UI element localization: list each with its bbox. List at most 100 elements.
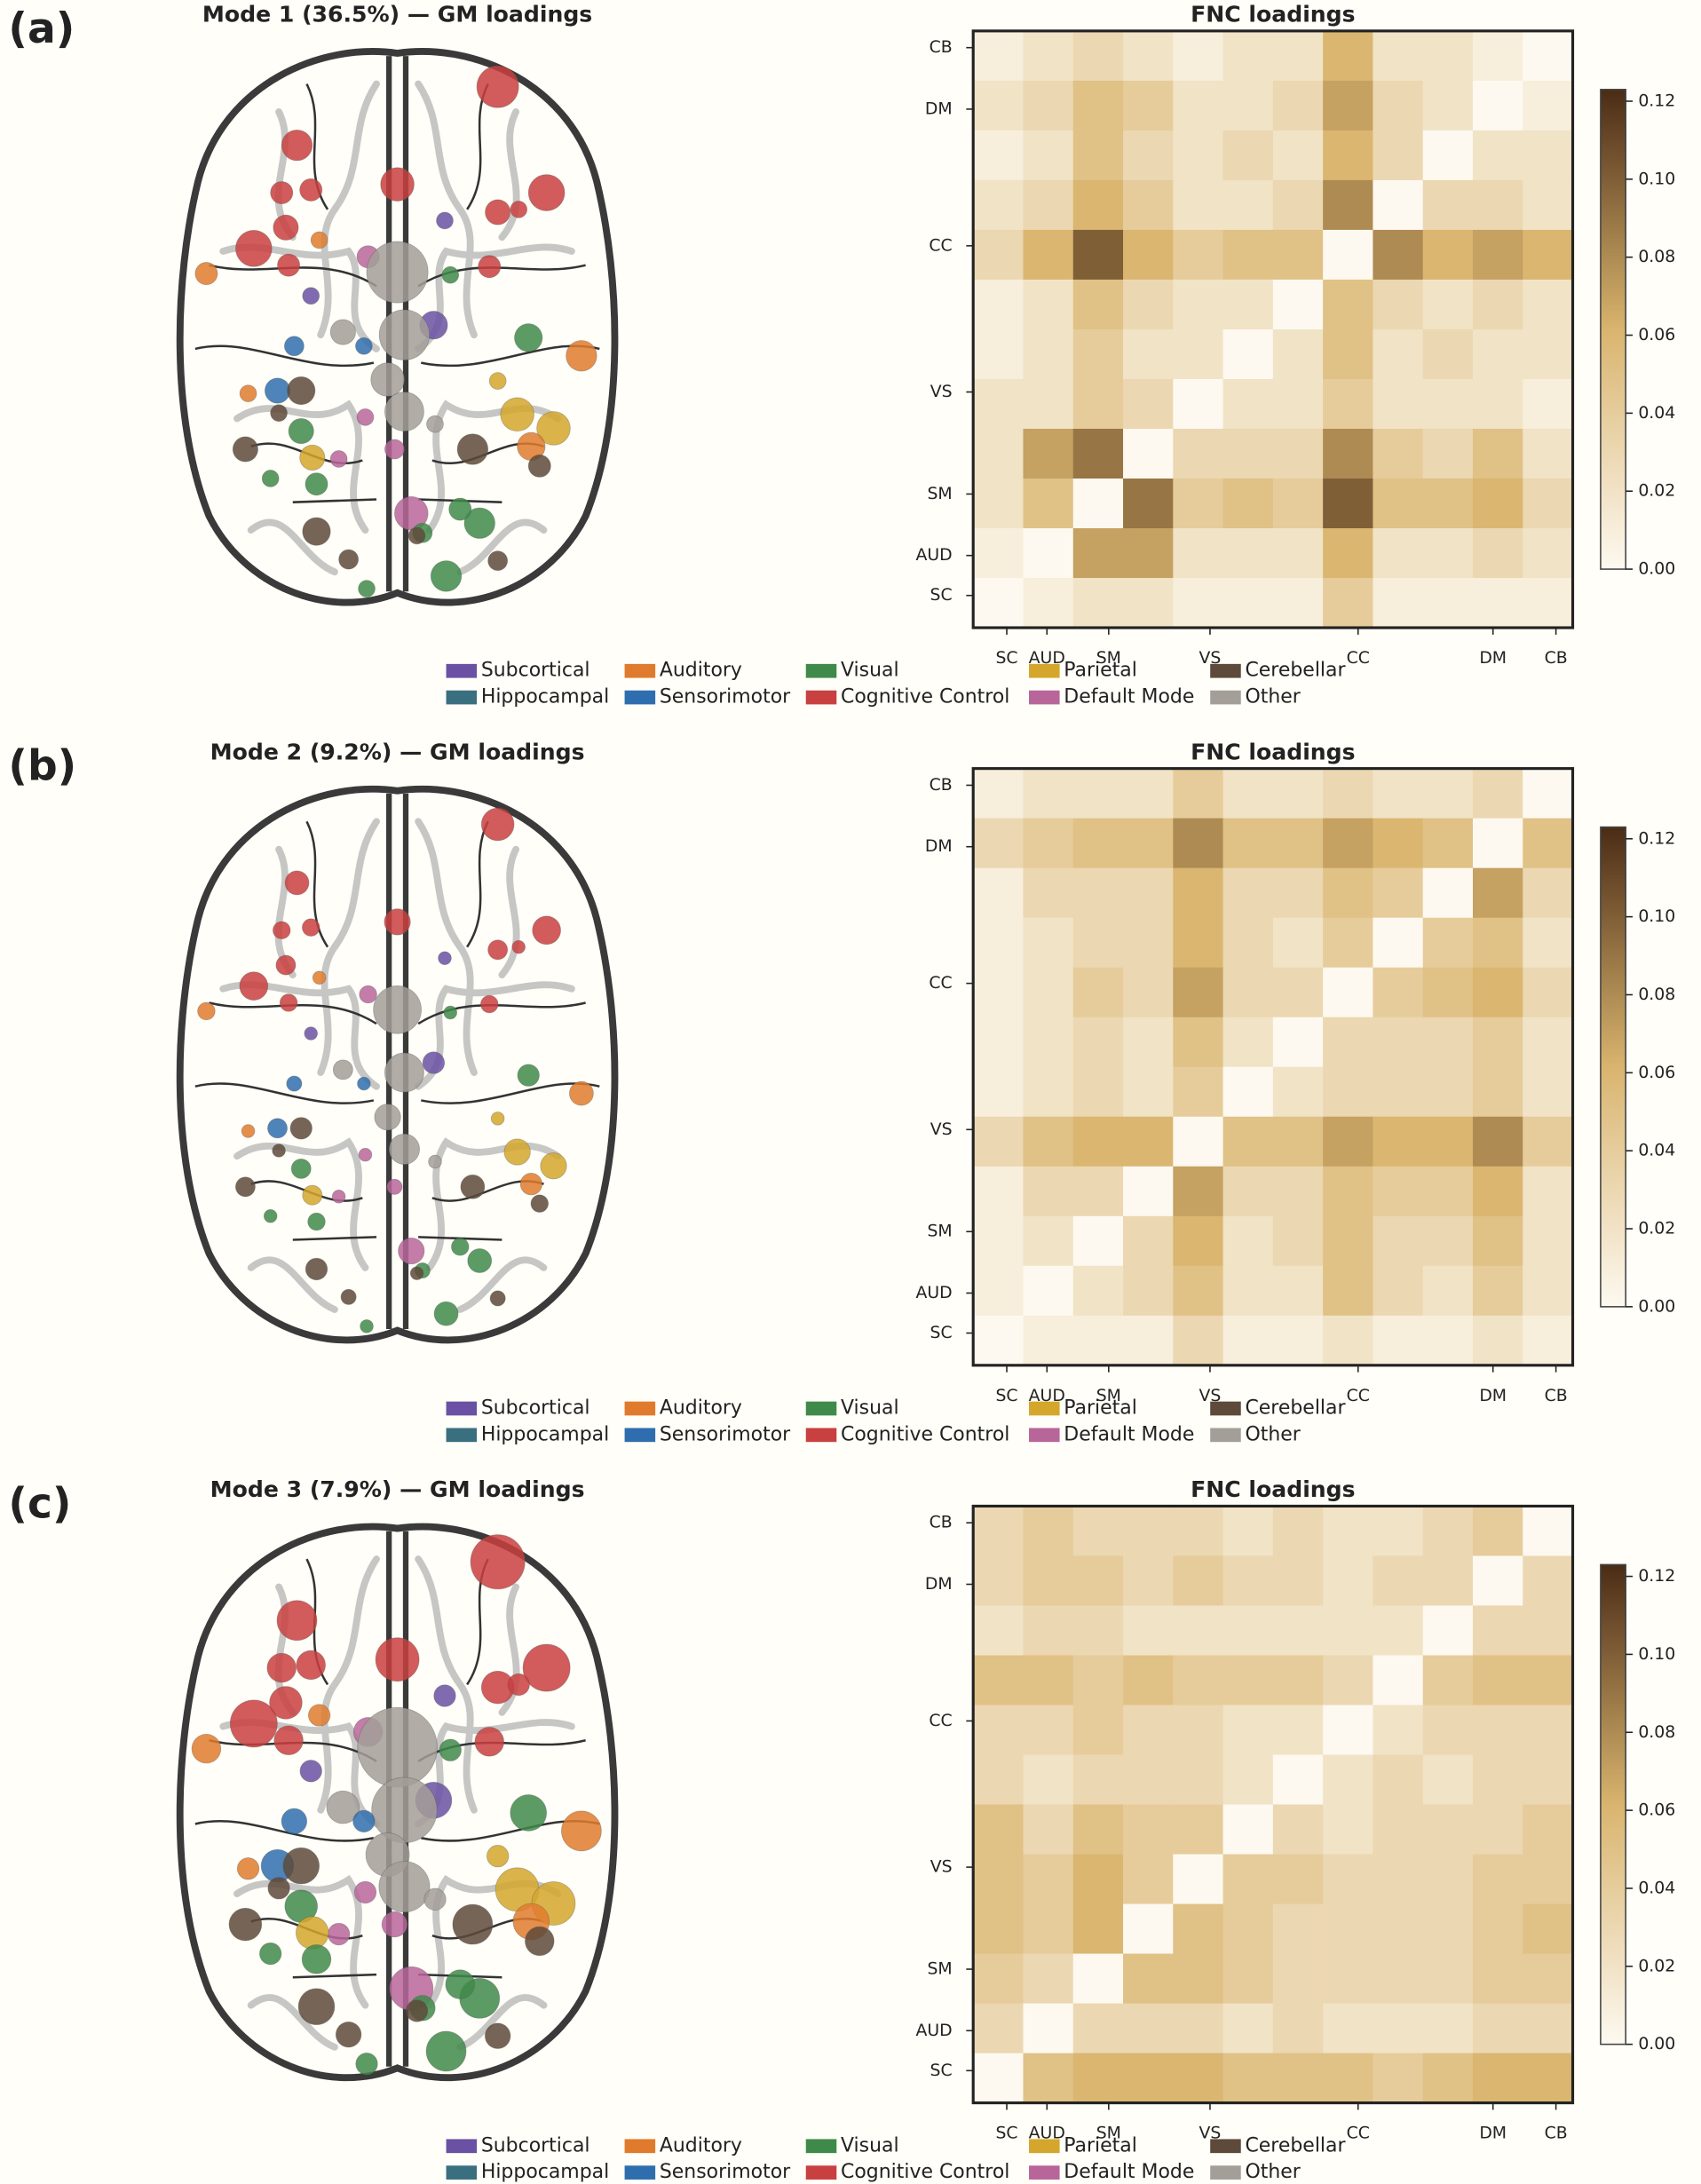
legend-label: Cerebellar bbox=[1245, 2134, 1346, 2156]
heatmap-cell bbox=[1222, 967, 1274, 1018]
colorbar bbox=[1600, 826, 1626, 1308]
brain-node bbox=[441, 265, 460, 284]
y-tick-label: CB bbox=[930, 1514, 953, 1532]
heatmap-cell bbox=[973, 1854, 1024, 1905]
legend-label: Visual bbox=[841, 2134, 899, 2156]
heatmap-cell bbox=[1222, 1555, 1274, 1606]
brain-node bbox=[302, 1184, 323, 1206]
heatmap-cell bbox=[1123, 30, 1174, 82]
heatmap-cell bbox=[1323, 428, 1373, 479]
legend-label: Other bbox=[1245, 2161, 1301, 2183]
brain-node bbox=[331, 1190, 346, 1204]
x-tick-label: CB bbox=[1545, 1387, 1568, 1405]
legend-label: Parietal bbox=[1064, 2134, 1137, 2156]
brain-node bbox=[507, 1673, 530, 1697]
heatmap-cell bbox=[1123, 867, 1174, 919]
legend-swatch bbox=[624, 2165, 656, 2180]
x-tick-label: SM bbox=[1096, 2125, 1121, 2143]
heatmap-cell bbox=[1422, 1116, 1474, 1167]
legend-label: Subcortical bbox=[481, 660, 590, 682]
legend-label: Auditory bbox=[660, 2134, 742, 2156]
heatmap-cell bbox=[1023, 1265, 1074, 1317]
heatmap-cell bbox=[1072, 768, 1124, 819]
heatmap-cell bbox=[1123, 1555, 1174, 1606]
brain-node bbox=[422, 1051, 446, 1074]
heatmap-cell bbox=[1222, 1903, 1274, 1955]
heatmap-cell bbox=[1173, 1655, 1224, 1705]
brain-node bbox=[299, 178, 323, 202]
legend-label: Default Mode bbox=[1064, 2161, 1194, 2183]
heatmap-cell bbox=[1023, 917, 1074, 969]
heatmap-cell bbox=[973, 30, 1024, 82]
legend-label: Cognitive Control bbox=[841, 686, 1009, 708]
heatmap-cell bbox=[1023, 527, 1074, 579]
heatmap-cell bbox=[1323, 818, 1373, 869]
heatmap-cell bbox=[1173, 867, 1224, 919]
heatmap-cell bbox=[1272, 1754, 1324, 1805]
heatmap-cell bbox=[1472, 179, 1523, 231]
brain-node bbox=[448, 497, 472, 521]
brain-node bbox=[359, 985, 377, 1004]
heatmap-cell bbox=[1222, 1066, 1274, 1118]
heatmap-cell bbox=[1222, 80, 1274, 131]
heatmap-cell bbox=[1222, 527, 1274, 579]
x-tick-label: VS bbox=[1199, 1387, 1222, 1405]
heatmap-cell bbox=[973, 2003, 1024, 2054]
heatmap-cell bbox=[1323, 1953, 1373, 2005]
brain-node bbox=[297, 1988, 336, 2026]
heatmap-cell bbox=[1523, 130, 1573, 181]
brain-node bbox=[445, 1969, 475, 1999]
heatmap-cell bbox=[1422, 179, 1474, 231]
heatmap-cell bbox=[1123, 527, 1174, 579]
heatmap-cell bbox=[1422, 1705, 1474, 1755]
heatmap-cell bbox=[1422, 1903, 1474, 1955]
heatmap-cell bbox=[1072, 428, 1124, 479]
heatmap-cell bbox=[1072, 818, 1124, 869]
heatmap-cell bbox=[1323, 967, 1373, 1018]
heatmap-cell bbox=[1222, 428, 1274, 479]
y-tick-label: SM bbox=[927, 1960, 952, 1979]
heatmap-cell bbox=[1072, 527, 1124, 579]
brain-node bbox=[463, 507, 495, 539]
x-tick-label: SM bbox=[1096, 649, 1121, 668]
heatmap-cell bbox=[1422, 768, 1474, 819]
heatmap-cell bbox=[1173, 1953, 1224, 2005]
heatmap-cell bbox=[1472, 378, 1523, 430]
heatmap-cell bbox=[1272, 1555, 1324, 1606]
heatmap-cell bbox=[973, 768, 1024, 819]
brain-node bbox=[273, 214, 299, 241]
heatmap-cell bbox=[1072, 279, 1124, 330]
brain-node bbox=[194, 262, 218, 286]
heatmap-cell bbox=[1173, 1854, 1224, 1905]
x-tick-label: AUD bbox=[1029, 2125, 1065, 2143]
y-tick-label: DM bbox=[925, 837, 953, 856]
legend-label: Default Mode bbox=[1064, 1423, 1194, 1445]
heatmap-cell bbox=[973, 818, 1024, 869]
heatmap-cell bbox=[1373, 917, 1424, 969]
brain-node bbox=[517, 1064, 540, 1087]
heatmap-cell bbox=[973, 1953, 1024, 2005]
brain-node bbox=[398, 1237, 425, 1265]
heatmap-cell bbox=[1123, 768, 1174, 819]
brain-node bbox=[426, 415, 444, 433]
heatmap-cell bbox=[973, 1903, 1024, 1955]
heatmap-cell bbox=[1422, 527, 1474, 579]
heatmap-cell bbox=[1422, 130, 1474, 181]
brain-node bbox=[487, 550, 509, 572]
heatmap-cell bbox=[1272, 818, 1324, 869]
brain-node bbox=[480, 807, 515, 842]
legend-swatch bbox=[446, 2139, 478, 2154]
heatmap-cell bbox=[1173, 179, 1224, 231]
heatmap-cell bbox=[1023, 1506, 1074, 1556]
heatmap-cell bbox=[1373, 1705, 1424, 1755]
legend-swatch bbox=[1029, 690, 1060, 705]
y-tick-label: SC bbox=[930, 586, 953, 605]
brain-node bbox=[487, 1844, 510, 1868]
heatmap-cell bbox=[1123, 478, 1174, 529]
heatmap-cell bbox=[1373, 768, 1424, 819]
heatmap-cell bbox=[973, 527, 1024, 579]
heatmap-cell bbox=[1222, 917, 1274, 969]
heatmap-cell bbox=[1173, 279, 1224, 330]
heatmap-cell bbox=[1472, 229, 1523, 281]
colorbar bbox=[1600, 89, 1626, 570]
